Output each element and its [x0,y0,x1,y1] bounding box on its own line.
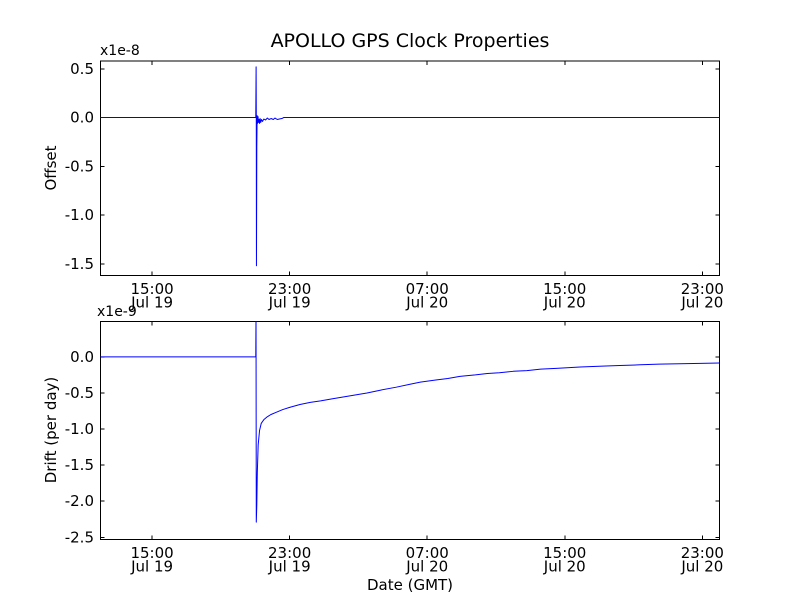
y-tick-label: -0.5 [65,384,94,402]
x-tick-time-label: 23:00 [681,544,724,562]
x-tick-time-label: 23:00 [268,544,311,562]
y-scale-offset-text-bottom: x1e-9 [97,304,137,320]
x-tick-date-label: Jul 19 [268,558,311,576]
tick-marks [100,321,720,540]
y-tick-label: -1.0 [65,420,94,438]
x-tick-date-label: Jul 19 [130,558,173,576]
axes-frame [100,321,720,540]
y-tick-label: -1.0 [65,206,94,224]
x-tick-time-label: 07:00 [406,280,449,298]
x-tick-date-label: Jul 20 [543,294,586,312]
x-tick-time-label: 15:00 [543,280,586,298]
x-tick-date-label: Jul 20 [680,294,723,312]
axes-frame [100,60,720,276]
x-tick-date-label: Jul 20 [680,558,723,576]
y-tick-label: -2.0 [65,492,94,510]
x-axis-label: Date (GMT) [366,576,454,594]
offset-data-line [100,66,720,267]
x-tick-time-label: 23:00 [681,280,724,298]
y-tick-label: 0.0 [70,348,94,366]
y-axis-label-offset: Offset [42,145,60,191]
y-scale-offset-text-top: x1e-8 [100,43,140,59]
x-tick-time-label: 15:00 [130,280,173,298]
drift-data-line [100,321,720,523]
y-tick-label: 0.0 [70,109,94,127]
chart-title: APOLLO GPS Clock Properties [270,30,550,52]
y-tick-label: -0.5 [65,157,94,175]
x-tick-time-label: 15:00 [130,544,173,562]
x-tick-time-label: 23:00 [268,280,311,298]
x-tick-date-label: Jul 20 [405,294,448,312]
x-tick-time-label: 15:00 [543,544,586,562]
x-tick-date-label: Jul 20 [543,558,586,576]
y-axis-label-drift: Drift (per day) [42,376,60,484]
x-tick-date-label: Jul 19 [130,294,173,312]
y-tick-label: -1.5 [65,456,94,474]
x-tick-time-label: 07:00 [406,544,449,562]
y-tick-label: -2.5 [65,528,94,546]
x-tick-date-label: Jul 20 [405,558,448,576]
y-tick-label: 0.5 [70,60,94,78]
y-tick-label: -1.5 [65,255,94,273]
tick-marks [100,61,720,276]
x-tick-date-label: Jul 19 [268,294,311,312]
